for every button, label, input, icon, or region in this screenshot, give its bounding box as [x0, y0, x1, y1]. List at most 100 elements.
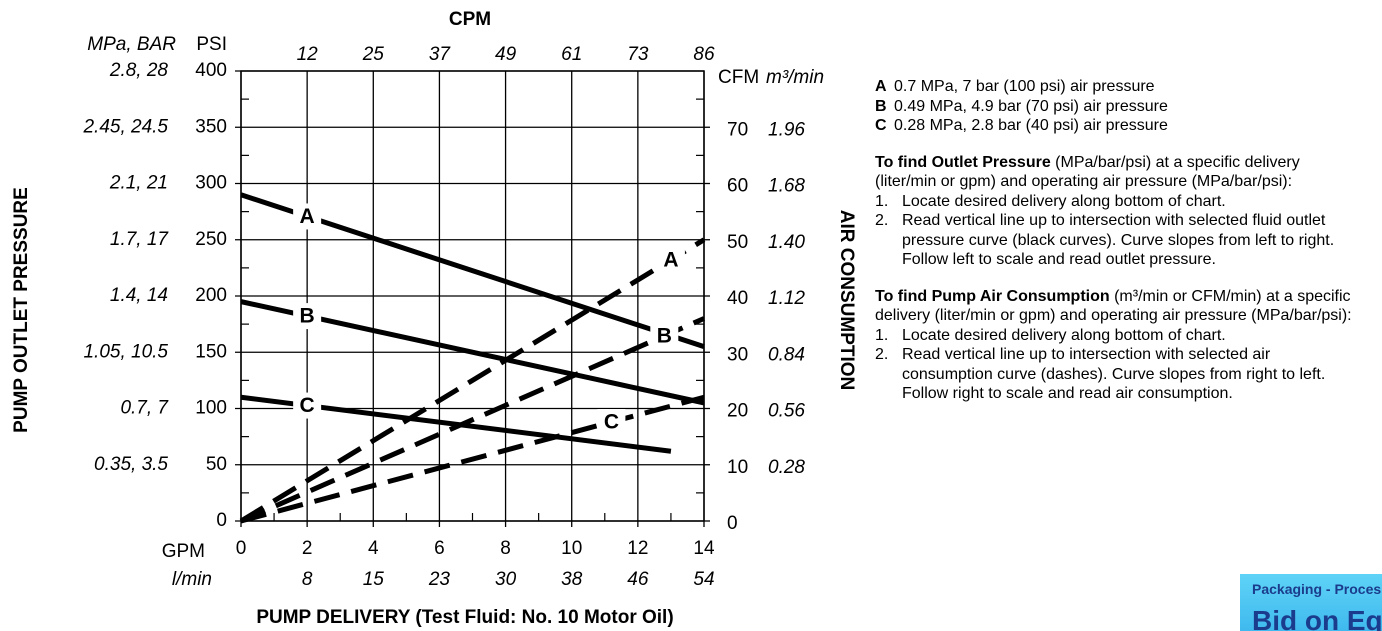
- y-tick-label-2: 1.4, 14: [110, 285, 168, 306]
- x-top-tick-label: 86: [693, 44, 715, 65]
- y2-tick-label: 50: [727, 232, 748, 253]
- step-number: 1.: [875, 192, 889, 210]
- step-number: 1.: [875, 326, 889, 344]
- y2-tick-label-2: 0.56: [768, 401, 805, 422]
- instruction-section: To find Pump Air Consumption (m³/min or …: [875, 287, 1365, 404]
- curve-label-bg: [293, 303, 322, 330]
- y2-tick-label-2: 0.28: [768, 457, 805, 478]
- legend-item: B 0.49 MPa, 4.9 bar (70 psi) air pressure: [875, 97, 1365, 117]
- curve-label-bg: [293, 392, 322, 419]
- x-top-tick-label: 49: [495, 44, 517, 65]
- x-tick-label: 4: [368, 538, 379, 559]
- x-top-tick-label: 37: [429, 44, 452, 65]
- x-axis-title: PUMP DELIVERY (Test Fluid: No. 10 Motor …: [256, 607, 673, 628]
- instruction-heading: To find Outlet Pressure: [875, 153, 1051, 171]
- curve-label-bg: [656, 246, 685, 273]
- y-tick-label: 100: [195, 398, 227, 419]
- instruction-step: 1. Locate desired delivery along bottom o…: [875, 326, 1365, 346]
- y-tick-label: 50: [206, 454, 227, 475]
- legend-text: 0.7 MPa, 7 bar (100 psi) air pressure: [894, 78, 1155, 95]
- y2-tick-label-2: 1.12: [768, 288, 805, 309]
- curve-label: A: [663, 248, 678, 271]
- x-top-tick-label: 61: [561, 44, 582, 65]
- legend-key: B: [875, 97, 887, 115]
- legend-key: C: [875, 117, 887, 134]
- y-tick-label-2: 0.7, 7: [120, 398, 169, 419]
- y2-tick-label: 20: [727, 401, 748, 422]
- legend-text: 0.49 MPa, 4.9 bar (70 psi) air pressure: [894, 97, 1168, 115]
- y2-tick-label-2: 1.68: [768, 176, 805, 197]
- y2-tick-label: 70: [727, 119, 748, 140]
- y-tick-label: 300: [195, 173, 227, 194]
- step-text: Read vertical line up to intersection wi…: [902, 346, 1326, 402]
- chart-title: CPM: [449, 9, 491, 30]
- y-tick-label-2: 0.35, 3.5: [94, 454, 168, 475]
- y-tick-label: 250: [195, 229, 227, 250]
- y-tick-label-2: 1.7, 17: [110, 229, 170, 250]
- instruction-step: 2. Read vertical line up to intersection …: [875, 345, 1365, 404]
- x-tick-label-2: 15: [363, 569, 385, 590]
- x-tick-label-2: 23: [428, 569, 451, 590]
- y-unit: PSI: [196, 34, 227, 55]
- y2-axis-title: AIR CONSUMPTION: [836, 210, 857, 391]
- y2-tick-label: 60: [727, 176, 748, 197]
- step-number: 2.: [875, 212, 889, 229]
- instruction-text: (m³/min or CFM/min) at a specific delive…: [875, 287, 1352, 325]
- x-tick-label-2: 30: [495, 569, 517, 590]
- legend-text: 0.28 MPa, 2.8 bar (40 psi) air pressure: [894, 117, 1168, 134]
- curve-label-bg: [293, 203, 322, 230]
- instruction-section: To find Outlet Pressure (MPa/bar/psi) at…: [875, 153, 1365, 270]
- dashed-curve: [239, 316, 706, 524]
- x-top-tick-label: 25: [362, 44, 385, 65]
- instruction-step: 2. Read vertical line up to intersection …: [875, 211, 1365, 270]
- y-tick-label-2: 2.8, 28: [109, 60, 169, 81]
- curve-label: B: [657, 324, 672, 347]
- curve-label: B: [300, 305, 315, 328]
- x-tick-label: 0: [236, 538, 247, 559]
- step-number: 2.: [875, 346, 889, 363]
- banner[interactable]: Packaging - Proces Bid on Equipm: [1240, 574, 1382, 631]
- instruction-text: (MPa/bar/psi) at a specific delivery (li…: [875, 153, 1300, 191]
- y-tick-label: 350: [195, 116, 227, 137]
- y2-tick-label-2: 1.40: [768, 232, 805, 253]
- y2-tick-label: 40: [727, 288, 748, 309]
- y-tick-label: 0: [216, 510, 227, 531]
- x-top-tick-label: 12: [297, 44, 319, 65]
- step-text: Locate desired delivery along bottom of …: [902, 192, 1226, 210]
- dashed-curve: [239, 237, 706, 524]
- curve-label: A: [300, 205, 315, 228]
- x-tick-label: 10: [561, 538, 582, 559]
- curve-label: C: [604, 411, 619, 434]
- instruction-step: 1. Locate desired delivery along bottom o…: [875, 192, 1365, 212]
- y2-tick-label: 0: [727, 513, 738, 534]
- x-tick-label: 6: [434, 538, 445, 559]
- step-text: Locate desired delivery along bottom of …: [902, 326, 1226, 344]
- legend-key: A: [875, 78, 887, 95]
- dashed-curve: [240, 394, 705, 524]
- x-unit: GPM: [162, 541, 205, 562]
- legend-item: A 0.7 MPa, 7 bar (100 psi) air pressure: [875, 77, 1365, 97]
- x-tick-label-2: 54: [693, 569, 714, 590]
- x-tick-label: 12: [627, 538, 648, 559]
- x-tick-label-2: 8: [302, 569, 313, 590]
- curve-label-bg: [650, 322, 679, 349]
- y2-unit: CFM: [718, 67, 759, 88]
- x-tick-label: 2: [302, 538, 313, 559]
- y2-tick-label: 10: [727, 457, 748, 478]
- x-tick-label: 8: [500, 538, 511, 559]
- x-tick-label-2: 46: [627, 569, 649, 590]
- legend-item: C 0.28 MPa, 2.8 bar (40 psi) air pressure: [875, 116, 1365, 136]
- y-tick-label: 150: [195, 341, 227, 362]
- y-tick-label: 400: [195, 60, 227, 81]
- instruction-heading: To find Pump Air Consumption: [875, 287, 1110, 305]
- step-text: Read vertical line up to intersection wi…: [902, 212, 1335, 268]
- notes: A 0.7 MPa, 7 bar (100 psi) air pressure B 0…: [875, 77, 1365, 404]
- y2-unit-2: m³/min: [766, 67, 824, 88]
- instruction-intro: To find Outlet Pressure (MPa/bar/psi) at…: [875, 153, 1365, 192]
- banner-line: Bid on Equipm: [1252, 605, 1382, 631]
- x-top-tick-label: 73: [627, 44, 649, 65]
- x-tick-label: 14: [693, 538, 715, 559]
- curve-label-bg: [597, 409, 626, 435]
- y-tick-label-2: 2.45, 24.5: [82, 116, 168, 137]
